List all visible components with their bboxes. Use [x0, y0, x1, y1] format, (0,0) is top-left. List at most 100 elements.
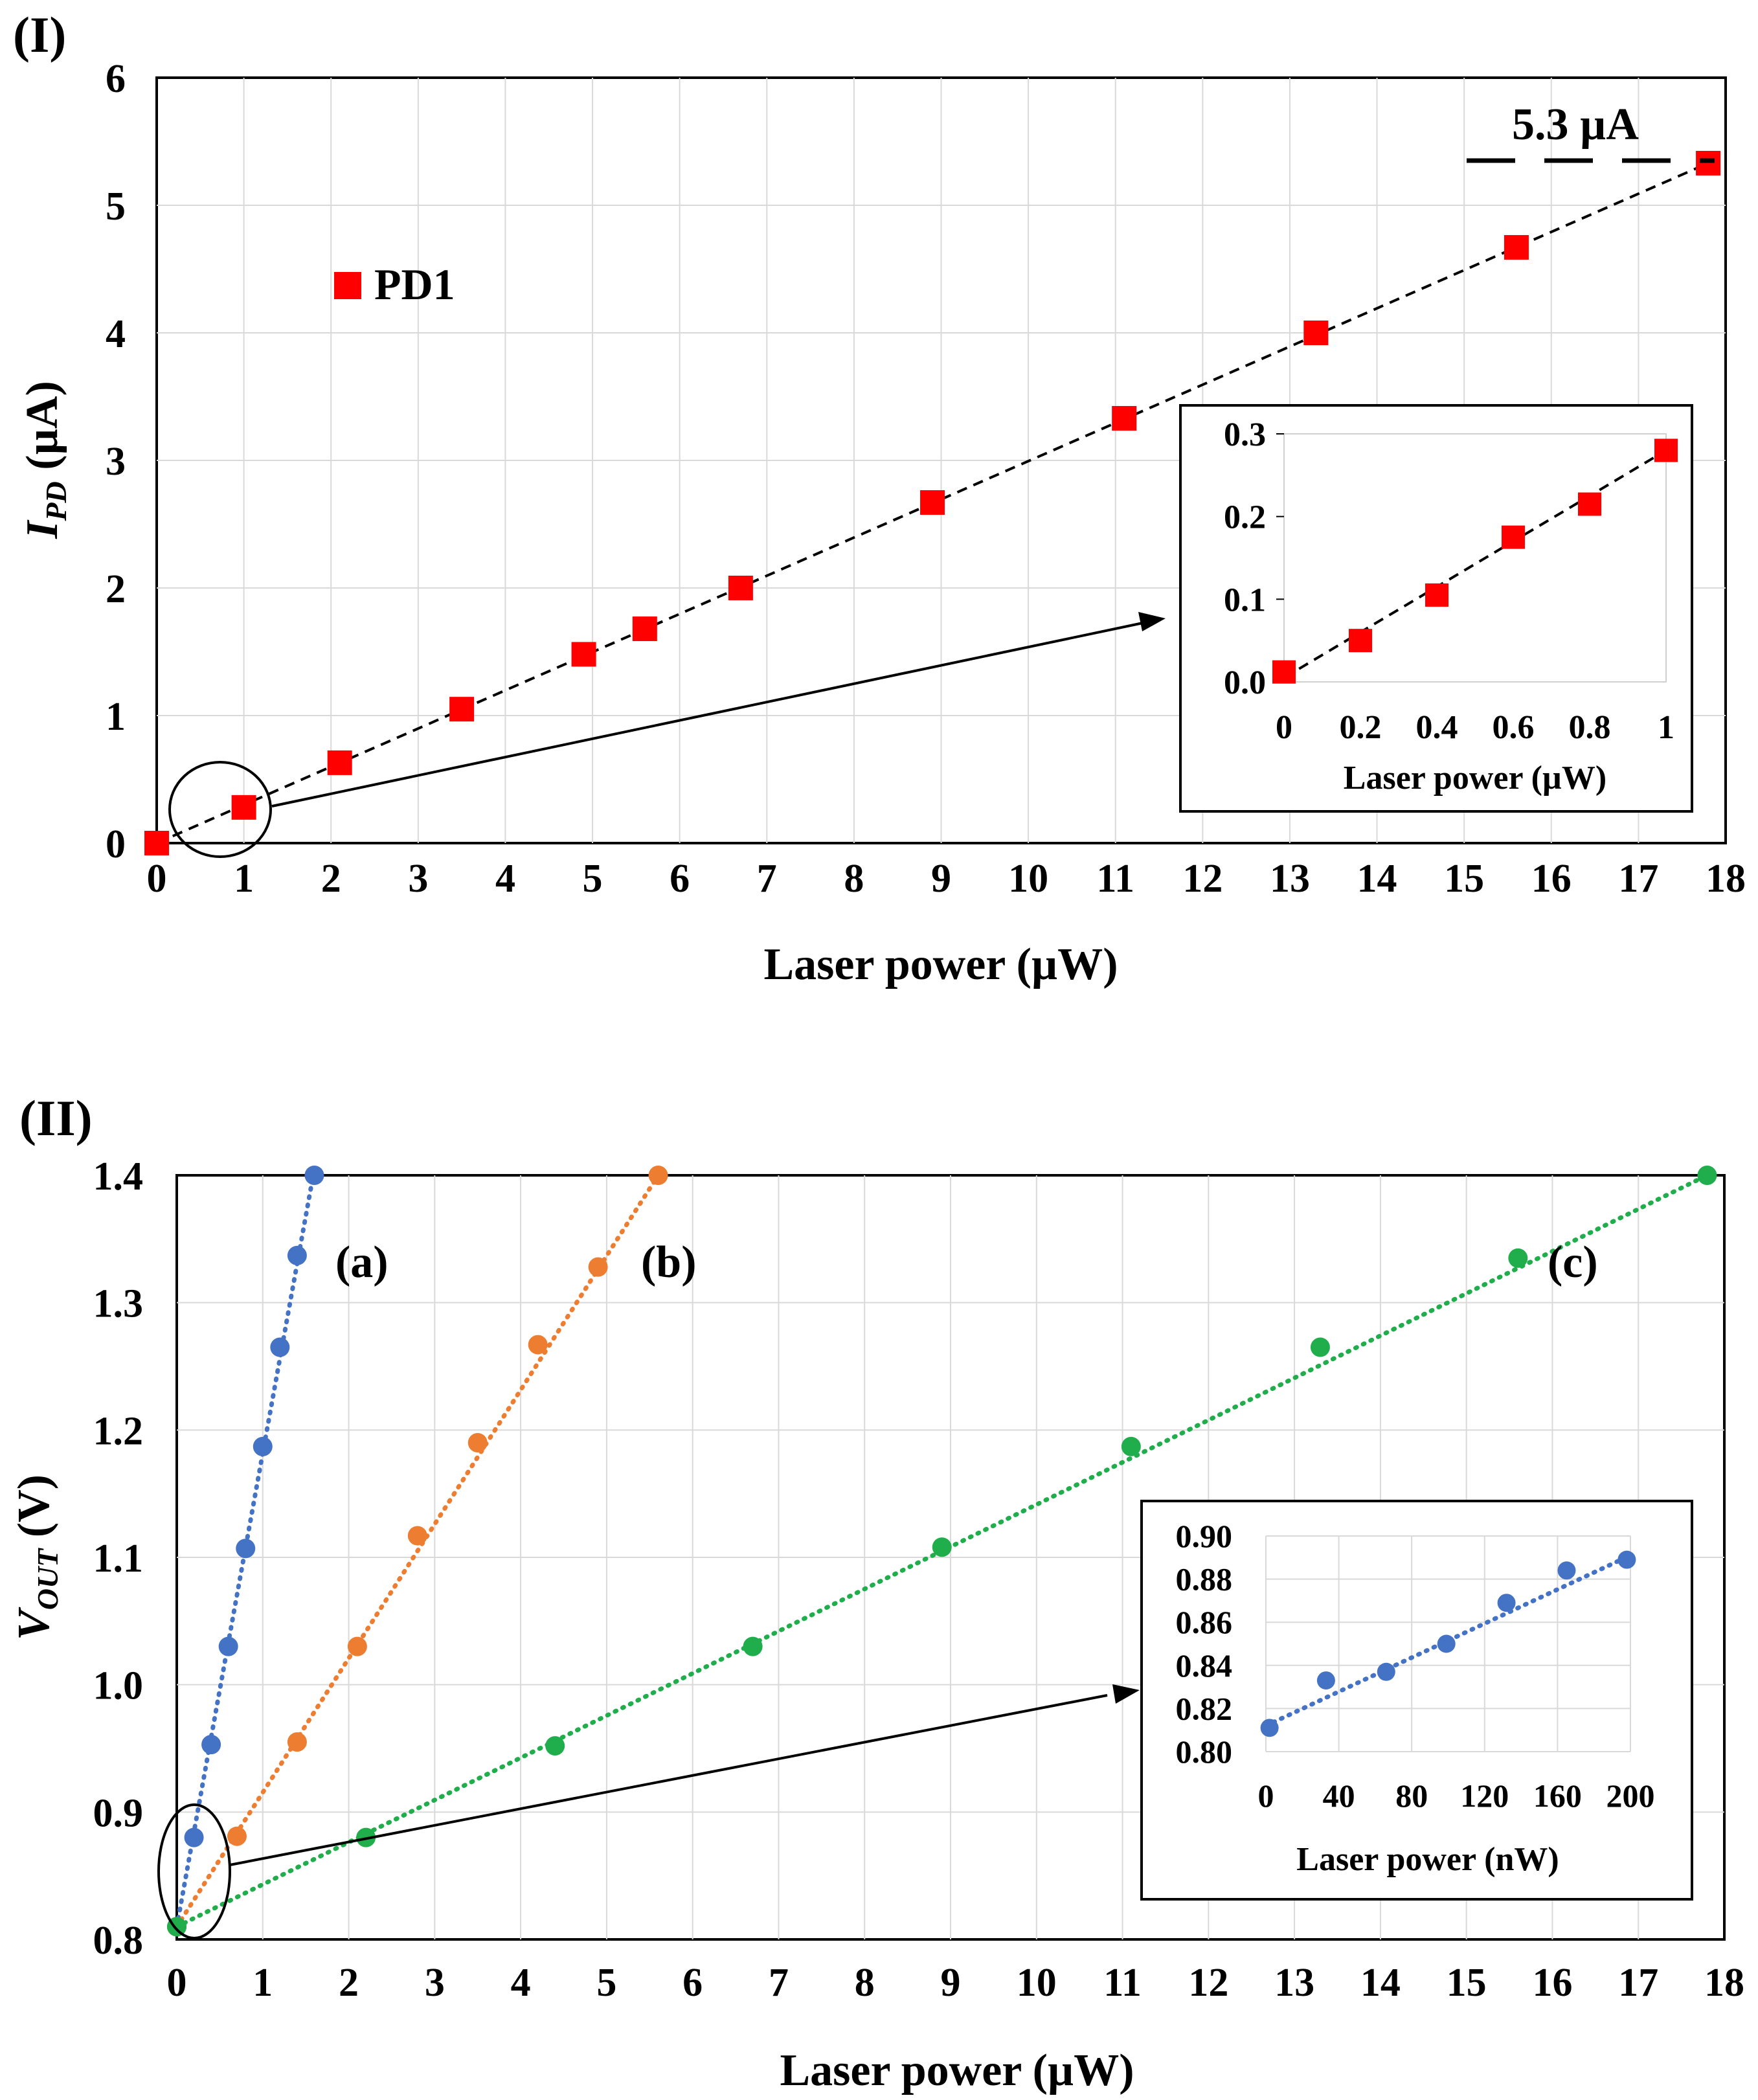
y-tick-label: 3	[106, 440, 126, 484]
inset-1-trendline-path	[1283, 449, 1667, 679]
zoom-arrow-1	[271, 622, 1144, 807]
x-tick-label: 11	[1096, 857, 1134, 901]
x-tick-label: 7	[769, 1961, 789, 2005]
series-c-label: (c)	[1548, 1237, 1598, 1287]
panel-1-x-axis-label: Laser power (µW)	[763, 940, 1118, 989]
panel-1: (I) 0 1 2 3 4 5 6 7 8 9 10 11 12 13 14 15 16 17 18 0123456…	[13, 6, 1746, 989]
y-tick-label: 1.3	[93, 1282, 144, 1326]
inset-2-y-ticks: 0.80 0.82 0.84 0.86 0.88 0.90	[1176, 1518, 1233, 1770]
x-tick-label: 5	[583, 857, 603, 901]
x-tick-label: 16	[1531, 857, 1572, 901]
inset-1-trendline	[1283, 449, 1667, 679]
x-tick-label: 17	[1618, 857, 1658, 901]
zoom-arrow-1-head	[1138, 612, 1166, 631]
inset-1-point	[1654, 438, 1678, 462]
x-tick-label: 3	[425, 1961, 445, 2005]
zoom-circle-2	[157, 1803, 231, 1939]
series-c-point	[932, 1537, 952, 1557]
inset-2-x-tick-label: 120	[1460, 1778, 1509, 1814]
x-tick-label: 3	[408, 857, 428, 901]
inset-1-y-tick-label: 0.3	[1224, 416, 1266, 453]
x-tick-label: 9	[931, 857, 951, 901]
legend-pd1-label: PD1	[374, 260, 455, 309]
series-b-point	[227, 1826, 247, 1846]
x-tick-label: 12	[1188, 1961, 1228, 2005]
x-tick-label: 2	[339, 1961, 359, 2005]
y-tick-label: 6	[106, 57, 126, 101]
x-tick-label: 15	[1444, 857, 1484, 901]
x-tick-label: 13	[1270, 857, 1310, 901]
panel-2-x-axis-label: Laser power (µW)	[780, 2046, 1134, 2095]
inset-2-y-tick-label: 0.84	[1176, 1647, 1233, 1684]
series-a-point	[270, 1337, 290, 1357]
inset-1-x-tick-label: 0.4	[1416, 709, 1458, 746]
inset-2-point	[1377, 1662, 1395, 1681]
y-tick-label: 4	[106, 312, 126, 356]
pd1-point	[920, 490, 945, 515]
series-b-point	[468, 1433, 488, 1452]
pd1-point	[231, 795, 256, 820]
panel-1-y-axis-label: IPD (µA)	[17, 381, 73, 539]
series-c-point	[1508, 1248, 1528, 1268]
inset-2-point	[1497, 1594, 1516, 1612]
series-b-point	[407, 1526, 427, 1546]
panel-1-marks	[144, 150, 1721, 855]
x-tick-label: 4	[495, 857, 515, 901]
x-tick-label: 18	[1706, 857, 1746, 901]
x-tick-label: 13	[1274, 1961, 1314, 2005]
x-tick-label: 2	[321, 857, 341, 901]
series-b-point	[588, 1257, 608, 1277]
x-tick-label: 5	[596, 1961, 616, 2005]
x-tick-label: 4	[511, 1961, 531, 2005]
inset-2-grid	[1265, 1535, 1631, 1752]
inset-2-point	[1316, 1671, 1335, 1690]
inset-1: 0.0 0.1 0.2 0.3 0 0.2 0.4 0.6 0.8 1 Laser power …	[1179, 404, 1693, 813]
x-tick-label: 8	[855, 1961, 875, 2005]
inset-2-y-tick-label: 0.86	[1176, 1604, 1233, 1640]
inset-2-x-axis-label: Laser power (nW)	[1296, 1841, 1559, 1878]
series-a-label: (a)	[335, 1237, 389, 1287]
series-b-point	[528, 1335, 548, 1355]
y-tick-label: 2	[106, 567, 126, 611]
inset-1-frame	[1179, 404, 1693, 813]
y-tick-label: 0.8	[93, 1919, 144, 1963]
panel-2-label: (II)	[19, 1090, 93, 1146]
inset-2-point	[1260, 1719, 1279, 1737]
x-tick-label: 0	[147, 857, 167, 901]
panel-2-marks	[167, 1166, 1717, 1937]
x-tick-label: 18	[1704, 1961, 1744, 2005]
inset-2-x-ticks: 0 40 80 120 160 200	[1258, 1778, 1655, 1814]
inset-1-x-axis-label: Laser power (µW)	[1344, 760, 1606, 796]
series-b-label: (b)	[641, 1237, 697, 1287]
inset-2-x-tick-label: 200	[1606, 1778, 1655, 1814]
zoom-arrow-2	[229, 1694, 1108, 1866]
x-tick-label: 15	[1447, 1961, 1487, 2005]
y-tick-label: 5	[106, 185, 126, 229]
x-tick-label: 1	[253, 1961, 273, 2005]
x-tick-label: 11	[1103, 1961, 1142, 2005]
panel-1-label: (I)	[13, 6, 66, 63]
pd1-point	[449, 697, 475, 722]
series-c-point	[1697, 1166, 1717, 1185]
inset-1-x-tick-label: 1	[1658, 709, 1674, 746]
inset-1-y-tick-label: 0.2	[1224, 499, 1266, 536]
series-a-point	[218, 1636, 238, 1656]
series-c-point	[1310, 1337, 1330, 1357]
zoom-circle-1	[168, 761, 272, 858]
x-tick-label: 10	[1017, 1961, 1057, 2005]
inset-2: 0.800.820.840.860.880.90 0 40 80 120 160 200 …	[1140, 1500, 1693, 1901]
inset-1-x-ticks: 0 0.2 0.4 0.6 0.8 1	[1276, 709, 1674, 746]
inset-1-point	[1349, 629, 1372, 653]
series-a-point	[304, 1166, 324, 1185]
inset-1-marks	[1272, 438, 1678, 684]
series-a-point	[287, 1245, 307, 1265]
y-tick-label: 1	[106, 695, 126, 739]
y-tick-label: 1.0	[93, 1664, 144, 1708]
y-tick-label: 1.4	[93, 1155, 144, 1199]
pd1-point	[144, 831, 169, 855]
pd1-point	[1696, 150, 1721, 175]
inset-1-point	[1578, 492, 1601, 516]
inset-1-plot-area	[1283, 433, 1667, 683]
x-tick-label: 17	[1618, 1961, 1658, 2005]
pd1-point	[632, 616, 657, 642]
